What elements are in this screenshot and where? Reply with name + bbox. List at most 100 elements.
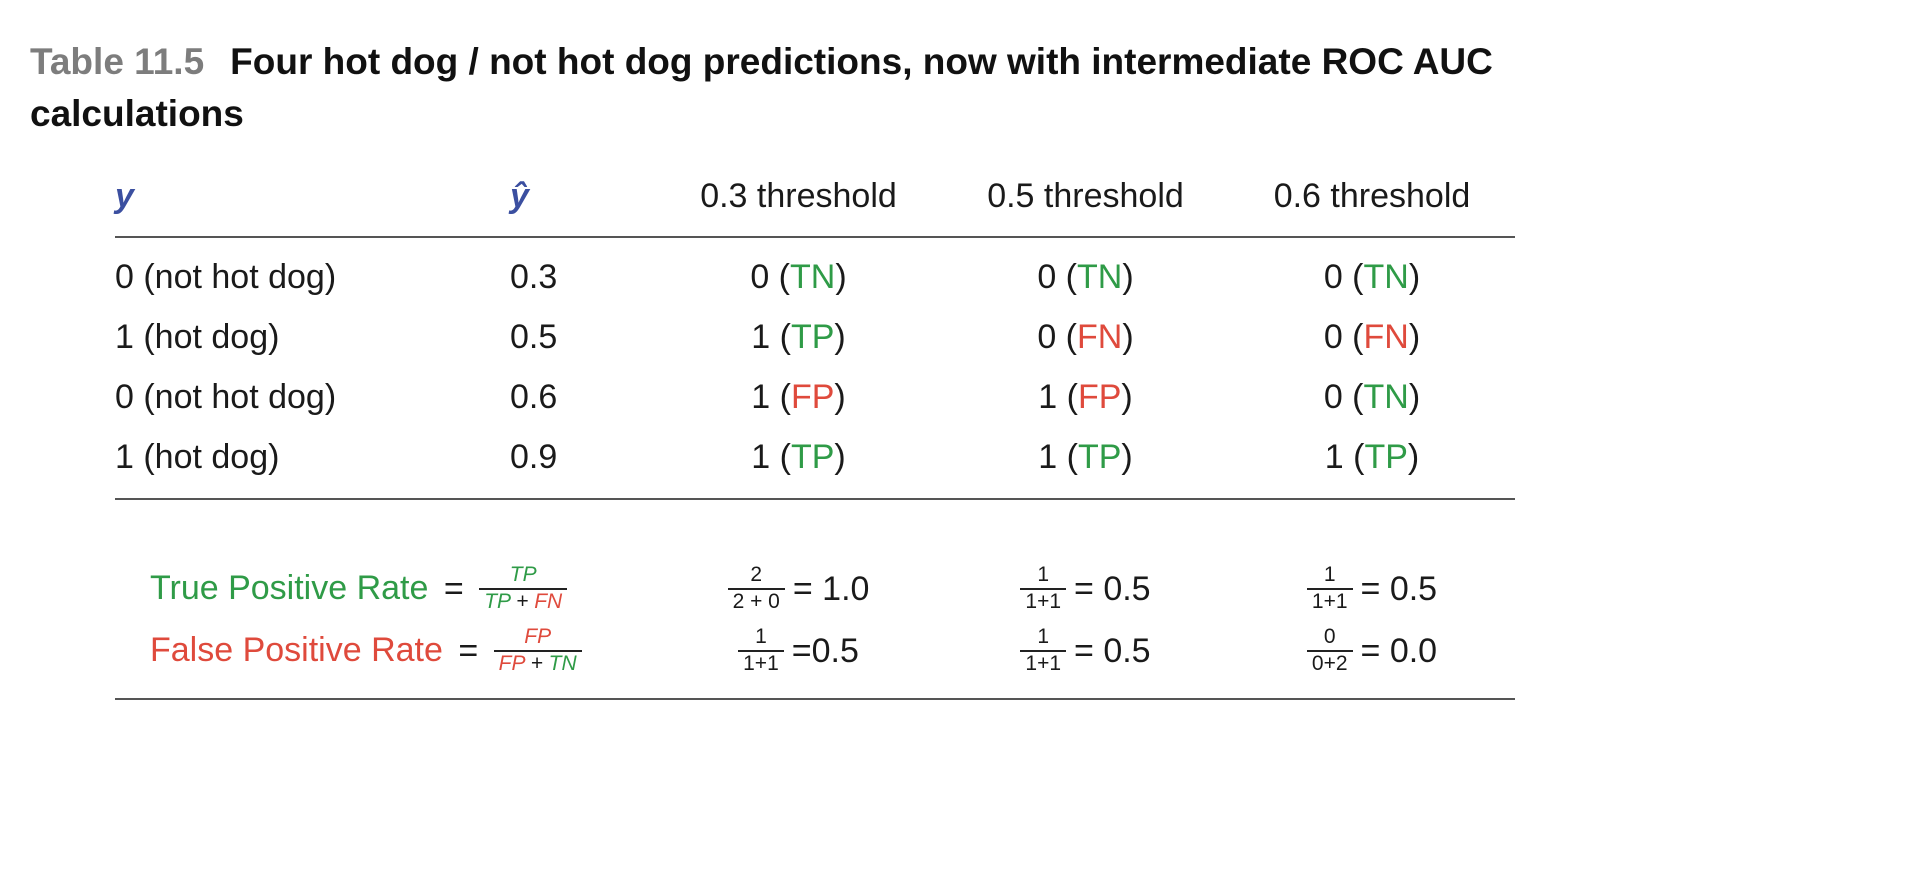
pred-label: FP (790, 378, 835, 417)
yhat-cell: 0.3 (510, 258, 558, 297)
pred-label: TP (790, 438, 835, 477)
denominator: 2 + 0 (727, 587, 785, 614)
threshold-05-cell: 1 (TP) (942, 438, 1229, 477)
tpr-05-fraction: 1 1+1 (1020, 563, 1067, 614)
threshold-03-cell: 0 (TN) (655, 258, 942, 297)
tpr-den-tp: TP (484, 589, 511, 613)
fpr-formula-numerator: FP (524, 625, 552, 649)
tpr-formula-denominator: TP + FN (479, 587, 568, 614)
pred-close: ) (1407, 438, 1420, 477)
pred-value: 1 ( (1038, 438, 1078, 477)
numerator: 1 (1037, 625, 1050, 649)
fpr-06-result: = 0.0 (1360, 631, 1438, 670)
threshold-06-cell: 0 (FN) (1229, 318, 1515, 357)
tpr-equals: = (443, 569, 464, 608)
pred-value: 0 ( (1323, 378, 1364, 417)
fpr-05-result: = 0.5 (1074, 631, 1151, 670)
table-row: 1 (hot dog) 0.5 1 (TP) 0 (FN) 0 (FN) (115, 308, 1515, 368)
fpr-06-fraction: 0 0+2 (1306, 625, 1353, 676)
tpr-06-cell: 1 1+1 = 0.5 (1229, 563, 1515, 615)
table-caption-text: Four hot dog / not hot dog predictions, … (30, 41, 1493, 134)
numerator: 1 (755, 625, 767, 649)
pred-close: ) (834, 438, 846, 477)
fpr-05-fraction: 1 1+1 (1020, 625, 1067, 675)
tpr-05-cell: 1 1+1 = 0.5 (942, 563, 1229, 615)
pred-value: 1 ( (751, 318, 791, 357)
denominator: 1+1 (738, 649, 784, 676)
header-threshold-03: 0.3 threshold (700, 177, 897, 216)
tpr-05-result: = 0.5 (1074, 569, 1151, 608)
pred-close: ) (1408, 258, 1421, 297)
pred-label: TP (1077, 438, 1122, 477)
fpr-03-result: =0.5 (791, 631, 859, 670)
yhat-cell: 0.6 (510, 378, 558, 417)
y-cell: 0 (not hot dog) (115, 258, 337, 297)
pred-value: 0 ( (1037, 258, 1078, 297)
pred-label: TN (790, 258, 836, 297)
numerator: 1 (1037, 563, 1050, 587)
fpr-03-cell: 1 1+1 =0.5 (655, 625, 942, 677)
fpr-equals: = (458, 631, 479, 670)
threshold-06-cell: 0 (TN) (1229, 378, 1515, 417)
fpr-den-tn: TN (548, 651, 577, 675)
threshold-06-cell: 0 (TN) (1229, 258, 1515, 297)
denominator: 1+1 (1306, 587, 1353, 614)
pred-value: 0 ( (1323, 258, 1364, 297)
fpr-03-fraction: 1 1+1 (738, 625, 784, 675)
pred-label: TP (790, 318, 835, 357)
body-divider (115, 497, 1515, 500)
tpr-06-fraction: 1 1+1 (1306, 563, 1353, 614)
pred-close: ) (834, 318, 846, 357)
threshold-05-cell: 0 (FN) (942, 318, 1229, 357)
book-page: Table 11.5 Four hot dog / not hot dog pre… (0, 36, 1920, 894)
tpr-formula-numerator: TP (509, 563, 537, 587)
numerator: 1 (1323, 563, 1336, 587)
pred-close: ) (1122, 258, 1134, 297)
predictions-table: y ŷ 0.3 threshold 0.5 threshold 0.6 thre… (115, 166, 1515, 228)
yhat-cell: 0.5 (510, 318, 558, 357)
pred-value: 0 ( (1323, 318, 1364, 357)
numerator: 0 (1323, 625, 1336, 649)
fpr-05-cell: 1 1+1 = 0.5 (942, 625, 1229, 677)
table-row: 0 (not hot dog) 0.3 0 (TN) 0 (TN) 0 (TN) (115, 248, 1515, 308)
pred-label: FN (1363, 318, 1409, 357)
threshold-03-cell: 1 (TP) (655, 438, 942, 477)
numerator: 2 (750, 563, 763, 587)
y-cell: 1 (hot dog) (115, 438, 280, 477)
table-row: 1 (hot dog) 0.9 1 (TP) 1 (TP) 1 (TP) (115, 428, 1515, 488)
bottom-divider (115, 697, 1515, 700)
denominator: 1+1 (1020, 587, 1067, 614)
table-body: 0 (not hot dog) 0.3 0 (TN) 0 (TN) 0 (TN)… (115, 248, 1515, 488)
pred-value: 1 ( (751, 438, 791, 477)
pred-label: TN (1077, 258, 1123, 297)
fpr-label: False Positive Rate (150, 631, 443, 670)
pred-label: TN (1363, 258, 1409, 297)
header-threshold-05: 0.5 threshold (987, 177, 1184, 216)
tpr-03-result: = 1.0 (792, 569, 870, 608)
plus-sign: + (524, 651, 549, 675)
pred-label: FP (1077, 378, 1122, 417)
yhat-cell: 0.9 (510, 438, 558, 477)
tpr-den-fn: FN (534, 589, 563, 613)
pred-close: ) (835, 258, 847, 297)
tpr-label: True Positive Rate (150, 569, 429, 608)
threshold-03-cell: 1 (TP) (655, 318, 942, 357)
header-y: y (115, 177, 134, 216)
denominator: 0+2 (1306, 649, 1353, 676)
y-cell: 1 (hot dog) (115, 318, 280, 357)
plus-sign: + (510, 589, 535, 613)
fpr-den-fp: FP (498, 651, 525, 675)
pred-value: 1 ( (1324, 438, 1365, 477)
fpr-formula-denominator: FP + TN (493, 649, 582, 676)
fpr-label-cell: False Positive Rate = FP FP + TN (115, 625, 655, 677)
fpr-06-cell: 0 0+2 = 0.0 (1229, 625, 1515, 677)
table-caption: Table 11.5 Four hot dog / not hot dog pre… (30, 36, 1560, 140)
pred-value: 0 ( (750, 258, 791, 297)
pred-label: TP (1364, 438, 1408, 477)
pred-value: 1 ( (751, 378, 791, 417)
threshold-05-cell: 0 (TN) (942, 258, 1229, 297)
fpr-formula-fraction: FP FP + TN (493, 625, 582, 676)
pred-value: 1 ( (1038, 378, 1078, 417)
